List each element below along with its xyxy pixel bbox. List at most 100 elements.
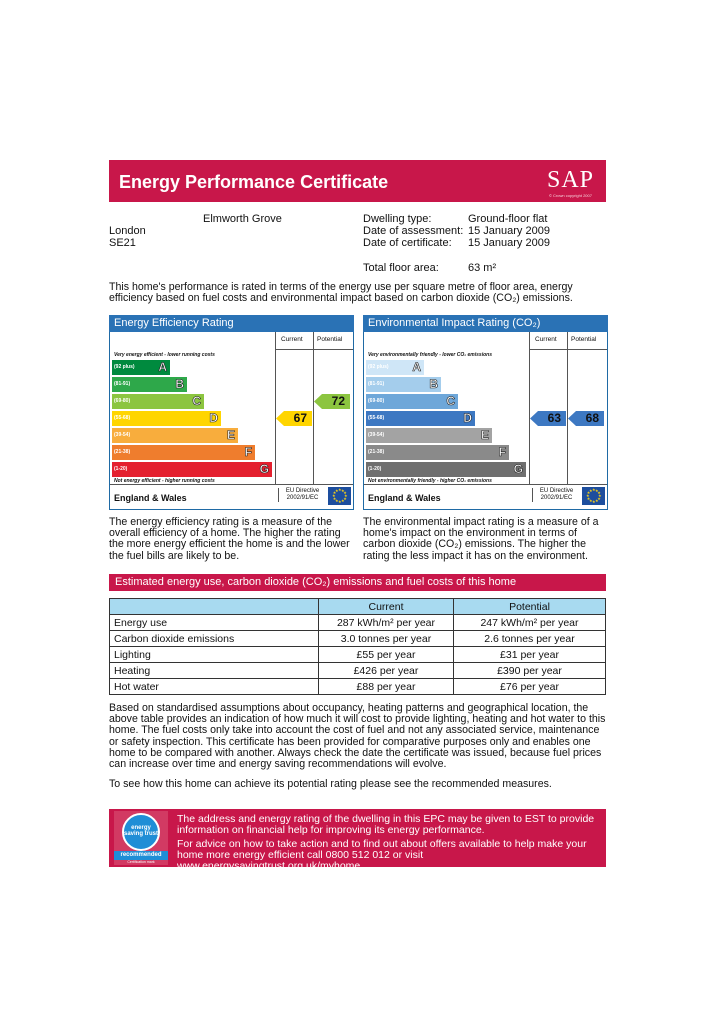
star-icon: ★: [598, 493, 602, 498]
environmental-impact-chart: Current Potential Very environmentally f…: [364, 332, 607, 484]
est-banner: energy saving trust recommended Certific…: [109, 809, 606, 872]
costs-label-header: [109, 598, 319, 615]
star-icon: ★: [338, 487, 342, 492]
address-line2: London: [109, 225, 146, 237]
costs-table: Current Potential Energy use 287 kWh/m² …: [109, 598, 606, 695]
logo-top-text: energy saving trust: [124, 825, 159, 837]
band-letter: A: [412, 360, 421, 375]
eer-bottom-text: Not energy efficient - higher running co…: [114, 478, 215, 484]
eir-band-a: (92 plus) A: [366, 360, 424, 375]
band-range: (55-68): [368, 415, 385, 421]
row-current: £88 per year: [318, 678, 454, 695]
band-letter: C: [192, 394, 201, 409]
address-line3: SE21: [109, 237, 136, 249]
eer-top-text: Very energy efficient - lower running co…: [114, 352, 215, 358]
sap-logo: SAP: [547, 167, 595, 193]
eir-band-e: (39-54) E: [366, 428, 492, 443]
eer-band-b: (81-91) B: [112, 377, 187, 392]
eer-region: England & Wales: [114, 493, 187, 503]
table-row: Heating £426 per year £390 per year: [109, 662, 606, 679]
star-icon: ★: [335, 498, 339, 504]
band-range: (1-20): [368, 466, 382, 472]
band-range: (92 plus): [114, 364, 135, 370]
costs-current-header: Current: [318, 598, 454, 615]
band-letter: A: [158, 360, 167, 375]
row-label: Heating: [109, 662, 319, 679]
star-icon: ★: [343, 490, 347, 495]
row-current: 3.0 tonnes per year: [318, 630, 454, 647]
eer-potential-header: Potential: [317, 336, 343, 343]
floor-area-value: 63 m²: [468, 262, 497, 274]
band-range: (1-20): [114, 466, 128, 472]
star-icon: ★: [332, 493, 336, 498]
table-row: Carbon dioxide emissions 3.0 tonnes per …: [109, 630, 606, 647]
eir-potential-header: Potential: [571, 336, 597, 343]
band-letter: F: [498, 445, 506, 460]
eir-current-arrow: 63: [530, 411, 566, 426]
star-icon: ★: [338, 499, 342, 504]
energy-efficiency-panel: Energy Efficiency Rating Current Potenti…: [109, 315, 354, 510]
certificate-label: Date of certificate:: [363, 237, 452, 249]
energy-saving-trust-logo: energy saving trust recommended Certific…: [114, 811, 168, 865]
sap-logo-caption: © Crown copyright 2007: [549, 193, 592, 198]
star-icon: ★: [586, 490, 591, 495]
table-row: Energy use 287 kWh/m² per year 247 kWh/m…: [109, 614, 606, 631]
intro-text: This home's performance is rated in term…: [109, 281, 573, 305]
assessment-label: Date of assessment:: [363, 225, 464, 237]
certificate-value: 15 January 2009: [468, 237, 550, 249]
star-icon: ★: [586, 496, 591, 501]
assumptions-text: Based on standardised assumptions about …: [109, 702, 606, 771]
band-letter: D: [209, 411, 218, 426]
band-range: (39-54): [114, 432, 131, 438]
floor-area-label: Total floor area:: [363, 262, 439, 274]
star-icon: ★: [344, 493, 348, 498]
row-label: Hot water: [109, 678, 319, 695]
band-range: (92 plus): [368, 364, 389, 370]
band-range: (55-68): [114, 415, 131, 421]
row-potential: £76 per year: [453, 678, 606, 695]
eir-bottom-text: Not environmentally friendly - higher CO…: [368, 478, 492, 484]
star-icon: ★: [586, 493, 590, 498]
eir-band-f: (21-38) F: [366, 445, 509, 460]
costs-potential-header: Potential: [453, 598, 606, 615]
eir-directive: EU Directive 2002/91/EC: [532, 488, 580, 502]
band-range: (81-91): [368, 381, 385, 387]
page-title: Energy Performance Certificate: [119, 172, 389, 192]
star-icon: ★: [341, 487, 345, 493]
energy-efficiency-title: Energy Efficiency Rating: [109, 315, 354, 332]
recommend-text: To see how this home can achieve its pot…: [109, 778, 552, 790]
row-label: Lighting: [109, 646, 319, 663]
star-icon: ★: [595, 498, 599, 504]
eer-band-g: (1-20) G: [112, 462, 272, 477]
logo-cert-text: Certification mark: [127, 860, 155, 864]
star-icon: ★: [332, 490, 337, 495]
assessment-value: 15 January 2009: [468, 225, 550, 237]
eer-current-header: Current: [281, 336, 303, 343]
band-range: (69-80): [114, 398, 131, 404]
row-potential: 247 kWh/m² per year: [453, 614, 606, 631]
band-letter: G: [513, 462, 523, 477]
band-range: (69-80): [368, 398, 385, 404]
eu-flag-icon: ★ ★ ★ ★ ★ ★ ★ ★ ★ ★ ★ ★: [582, 487, 605, 505]
costs-section-title: Estimated energy use, carbon dioxide (CO…: [109, 574, 606, 591]
eir-band-g: (1-20) G: [366, 462, 526, 477]
eir-band-b: (81-91) B: [366, 377, 441, 392]
eir-footer: England & Wales EU Directive 2002/91/EC …: [364, 484, 607, 509]
table-row: Lighting £55 per year £31 per year: [109, 646, 606, 663]
address-line1: Elmworth Grove: [203, 213, 282, 225]
star-icon: ★: [597, 490, 601, 495]
band-range: (21-38): [114, 449, 131, 455]
band-range: (39-54): [368, 432, 385, 438]
eir-band-d: (55-68) D: [366, 411, 475, 426]
table-row: Hot water £88 per year £76 per year: [109, 678, 606, 695]
eir-description: The environmental impact rating is a mea…: [363, 516, 599, 562]
eer-band-f: (21-38) F: [112, 445, 255, 460]
star-icon: ★: [597, 496, 601, 501]
band-letter: B: [429, 377, 438, 392]
eer-band-c: (69-80) C: [112, 394, 204, 409]
star-icon: ★: [332, 496, 337, 501]
star-icon: ★: [589, 498, 593, 504]
eer-directive: EU Directive 2002/91/EC: [278, 488, 326, 502]
banner-text-1: The address and energy rating of the dwe…: [177, 813, 595, 836]
eir-top-text: Very environmentally friendly - lower CO…: [368, 352, 492, 358]
